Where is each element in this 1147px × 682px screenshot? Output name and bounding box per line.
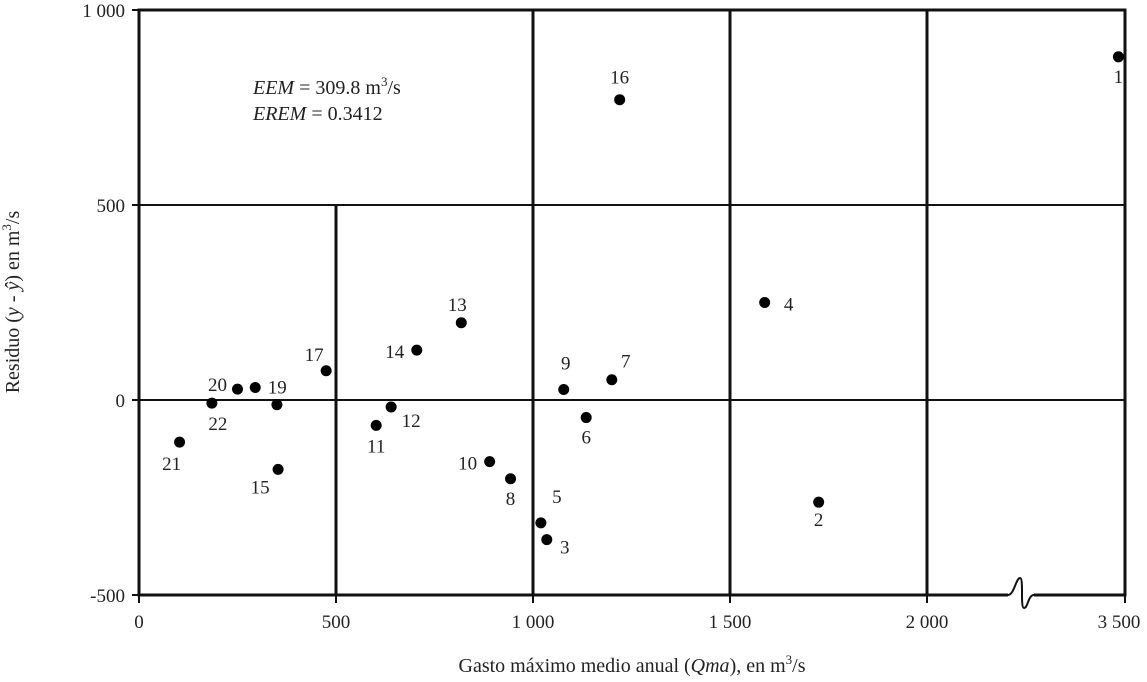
data-point-6 [580,412,592,424]
data-point-2 [813,496,825,508]
data-point-5 [535,517,547,529]
erem-annotation: EREM = 0.3412 [252,103,383,125]
point-label-21: 21 [162,454,181,475]
x-tick-label: 1 500 [709,612,752,633]
x-tick-label: 500 [322,612,351,633]
data-point-12 [385,401,397,413]
x-tick-label: 0 [134,612,144,633]
data-point-21 [174,436,186,448]
data-point-7 [606,374,618,386]
data-point-11 [370,419,382,431]
point-label-12: 12 [402,411,421,432]
point-label-9: 9 [561,353,571,374]
point-label-14: 14 [385,342,405,363]
data-point-9 [558,383,570,395]
point-label-6: 6 [581,428,591,449]
grid-lines [139,10,1125,595]
x-axis-title: Gasto máximo medio anual (Qma), en m3/s [459,652,806,677]
point-label-20: 20 [208,375,227,396]
point-label-5: 5 [552,487,562,508]
x-tick-label: 3 500 [1098,612,1141,633]
data-point-20 [232,383,243,395]
data-point-15 [272,463,284,475]
point-label-15: 15 [251,477,270,498]
point-label-16: 16 [610,68,629,89]
point-label-8: 8 [506,489,516,510]
data-point [271,399,283,411]
y-tick-label: -500 [90,586,125,607]
data-point-1 [1112,51,1124,63]
point-label-3: 3 [560,538,570,559]
point-label-11: 11 [367,436,385,457]
data-point-4 [759,297,771,308]
x-tick-label: 1 000 [512,612,555,633]
point-label-19: 19 [268,378,287,399]
point-label-10: 10 [458,454,477,475]
point-label-13: 13 [448,295,467,316]
y-tick-label: 0 [116,391,126,412]
data-point-10 [484,456,496,468]
axis-ticks: 0 500 1 000 1 500 2 000 3 500 1 000 500 0 -500 [82,1,1140,633]
point-label-2: 2 [814,510,824,531]
data-point-13 [455,317,467,329]
eem-annotation: EEM = 309.8 m3/s [252,74,401,99]
y-tick-label: 500 [97,196,126,217]
data-point-3 [541,534,553,546]
data-point-16 [614,94,626,106]
point-label-22: 22 [208,414,227,435]
data-point-17 [320,365,332,377]
plot-frame [137,8,1127,597]
point-label-17: 17 [305,345,324,366]
y-axis-title: Residuo (y - ŷ) en m3/s [0,210,24,393]
x-tick-label: 2 000 [906,612,949,633]
point-label-4: 4 [784,295,794,316]
axis-break-mark [1007,576,1035,610]
data-point-22 [206,397,218,409]
data-point-8 [505,473,517,485]
point-label-7: 7 [621,352,631,373]
point-label-1: 1 [1114,67,1124,88]
data-point-19 [249,382,261,394]
y-tick-label: 1 000 [82,1,125,22]
data-point-14 [411,344,423,356]
